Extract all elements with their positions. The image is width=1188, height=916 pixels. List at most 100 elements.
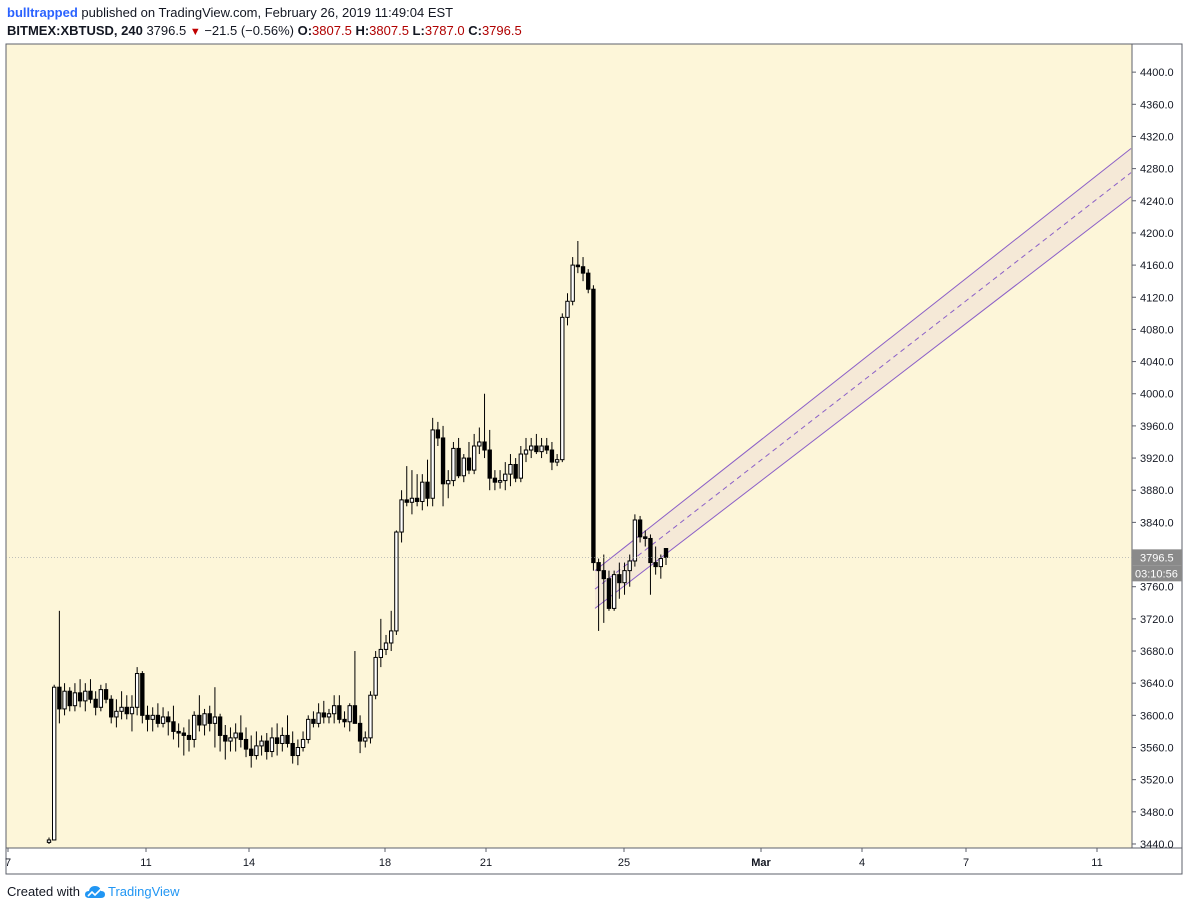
candle[interactable] (197, 695, 202, 732)
candle[interactable] (264, 733, 269, 760)
candle[interactable] (342, 711, 347, 728)
candle[interactable] (378, 618, 384, 668)
candle[interactable] (394, 530, 399, 635)
candle[interactable] (471, 433, 477, 475)
candle[interactable] (534, 433, 539, 455)
candle[interactable] (430, 417, 435, 507)
candle[interactable] (191, 711, 197, 748)
channel-upper-line[interactable] (594, 148, 1132, 572)
candle[interactable] (321, 700, 326, 724)
candle[interactable] (233, 723, 238, 752)
candle[interactable] (140, 671, 145, 724)
tradingview-logo[interactable]: TradingView (84, 884, 180, 899)
candle[interactable] (352, 651, 358, 724)
candle[interactable] (311, 711, 316, 728)
candle[interactable] (492, 470, 498, 491)
candle[interactable] (363, 731, 368, 748)
candle[interactable] (383, 634, 389, 656)
candle[interactable] (103, 683, 109, 704)
candle[interactable] (46, 837, 52, 844)
candle[interactable] (98, 684, 104, 712)
candle[interactable] (285, 715, 290, 748)
candle[interactable] (109, 695, 114, 724)
candle[interactable] (134, 667, 140, 716)
candle[interactable] (62, 683, 67, 716)
candle[interactable] (160, 707, 166, 728)
candle[interactable] (337, 695, 342, 724)
candle[interactable] (88, 679, 93, 704)
candle[interactable] (409, 470, 415, 515)
candle[interactable] (446, 470, 451, 499)
candle[interactable] (586, 269, 591, 294)
candle[interactable] (482, 393, 487, 459)
candle[interactable] (637, 515, 643, 543)
candle[interactable] (166, 711, 171, 736)
candle[interactable] (440, 425, 446, 507)
candle[interactable] (523, 437, 529, 463)
candle[interactable] (591, 285, 596, 571)
candle[interactable] (389, 610, 394, 652)
candle[interactable] (331, 695, 337, 724)
candle[interactable] (643, 530, 648, 547)
candle[interactable] (212, 687, 218, 748)
channel-lower-line[interactable] (594, 196, 1132, 609)
candle[interactable] (269, 727, 275, 758)
candle[interactable] (477, 427, 482, 455)
candle[interactable] (93, 691, 98, 716)
candle[interactable] (67, 687, 72, 712)
candle[interactable] (114, 699, 119, 728)
candle[interactable] (565, 293, 570, 326)
candle[interactable] (51, 684, 57, 841)
candle[interactable] (611, 570, 617, 611)
candle[interactable] (77, 679, 83, 708)
candle[interactable] (461, 454, 466, 483)
candle[interactable] (300, 731, 306, 752)
candle[interactable] (124, 695, 129, 720)
candle[interactable] (648, 534, 653, 595)
candle[interactable] (575, 240, 581, 274)
candles[interactable] (46, 240, 669, 844)
candle[interactable] (456, 437, 461, 479)
candle[interactable] (57, 610, 62, 724)
candle[interactable] (207, 705, 212, 732)
candle[interactable] (580, 257, 586, 282)
candle[interactable] (570, 257, 575, 306)
candle[interactable] (497, 470, 503, 489)
candle[interactable] (145, 705, 150, 732)
candle[interactable] (228, 727, 233, 752)
candle[interactable] (155, 703, 161, 728)
candle[interactable] (129, 695, 135, 732)
candle[interactable] (617, 562, 622, 599)
candle[interactable] (539, 437, 544, 459)
candle[interactable] (420, 474, 425, 511)
candle[interactable] (243, 727, 249, 758)
candle[interactable] (176, 723, 181, 748)
candle[interactable] (316, 703, 321, 728)
candle[interactable] (217, 713, 223, 752)
candle[interactable] (466, 441, 472, 475)
candle[interactable] (632, 514, 638, 567)
candle[interactable] (653, 546, 658, 575)
candle[interactable] (223, 724, 228, 760)
candle[interactable] (435, 421, 441, 446)
candle[interactable] (404, 466, 409, 507)
candle[interactable] (549, 441, 555, 471)
candle[interactable] (238, 715, 244, 748)
candle[interactable] (259, 735, 264, 756)
candle[interactable] (560, 313, 565, 463)
candle[interactable] (596, 558, 601, 631)
candle[interactable] (357, 715, 363, 754)
candle[interactable] (529, 437, 534, 459)
candle[interactable] (202, 708, 207, 736)
candle[interactable] (181, 727, 186, 756)
candle[interactable] (347, 703, 352, 732)
candle[interactable] (544, 437, 549, 455)
candle[interactable] (249, 735, 254, 768)
candle[interactable] (508, 454, 513, 487)
candle[interactable] (554, 454, 560, 467)
candle[interactable] (425, 459, 430, 507)
candle[interactable] (487, 429, 492, 491)
parallel-channel[interactable] (594, 148, 1132, 609)
